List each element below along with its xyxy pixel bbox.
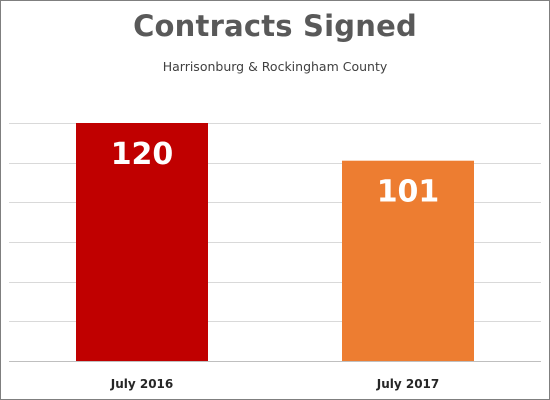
chart-title: Contracts Signed (133, 9, 417, 43)
x-tick-label: July 2017 (376, 377, 440, 391)
bar-value-label: 120 (111, 137, 174, 172)
bar-0 (76, 123, 208, 361)
x-tick-label: July 2016 (110, 377, 174, 391)
bar-value-label: 101 (377, 175, 440, 210)
bar-1 (342, 160, 474, 361)
chart-subtitle: Harrisonburg & Rockingham County (162, 59, 388, 74)
